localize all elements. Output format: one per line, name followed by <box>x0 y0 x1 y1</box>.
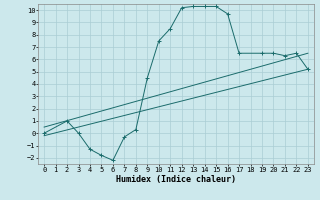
X-axis label: Humidex (Indice chaleur): Humidex (Indice chaleur) <box>116 175 236 184</box>
